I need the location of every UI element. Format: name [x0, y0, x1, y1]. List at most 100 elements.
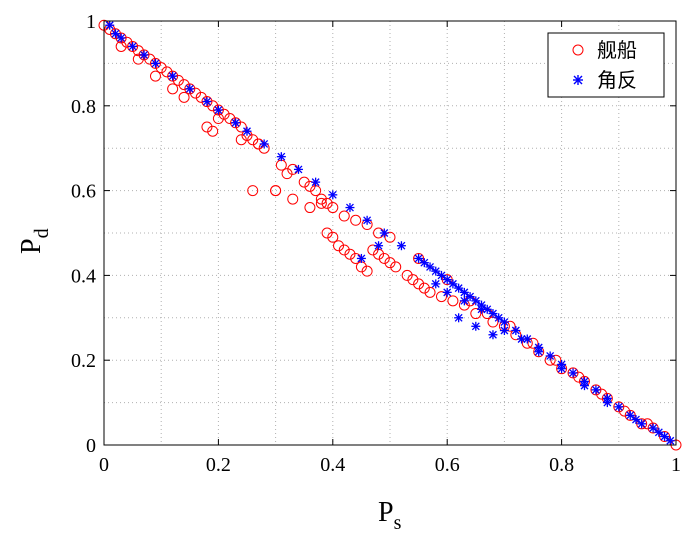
ship-point	[201, 121, 213, 133]
reflector-point	[482, 304, 492, 314]
reflector-point	[488, 309, 498, 319]
reflector-point	[471, 296, 481, 306]
legend-label-ship: 舰船	[597, 38, 637, 62]
ship-point	[338, 244, 350, 256]
ship-point	[304, 202, 316, 214]
ship-point	[573, 371, 585, 383]
ship-point	[132, 45, 144, 57]
reflector-point	[414, 253, 424, 263]
ship-point	[613, 401, 625, 413]
reflector-point	[499, 317, 509, 327]
ship-point	[144, 53, 156, 65]
reflector-point	[431, 266, 441, 276]
ship-point	[384, 257, 396, 269]
ship-point	[138, 49, 150, 61]
axis-ticks: 0 0.2 0.4 0.6 0.8 1 0 0.2 0.4 0.6 0.8 1	[71, 11, 681, 476]
ship-point	[447, 295, 459, 307]
ship-point	[418, 282, 430, 294]
reflector-point	[522, 334, 532, 344]
reflector-point	[150, 58, 160, 68]
ship-point	[178, 79, 190, 91]
reflector-point	[396, 241, 406, 251]
x-tick-label: 0.6	[435, 454, 460, 476]
ship-point	[201, 96, 213, 108]
reflector-point	[602, 398, 612, 408]
x-tick-label: 0	[99, 454, 109, 476]
ship-point	[659, 431, 671, 443]
ship-point	[121, 36, 133, 48]
reflector-point	[362, 215, 372, 225]
reflector-point	[557, 364, 567, 374]
reflector-point	[242, 126, 252, 136]
ship-point	[527, 337, 539, 349]
ship-point	[195, 91, 207, 103]
ship-point	[361, 265, 373, 277]
ship-point	[470, 308, 482, 320]
ship-point	[401, 269, 413, 281]
ship-point	[413, 278, 425, 290]
reflector-point	[454, 283, 464, 293]
ship-point	[338, 210, 350, 222]
ship-point	[304, 180, 316, 192]
reflector-point	[471, 321, 481, 331]
reflector-point	[499, 326, 509, 336]
ship-point	[230, 117, 242, 129]
legend-marker-ship	[572, 44, 584, 56]
ship-point	[132, 53, 144, 65]
ship-point	[378, 252, 390, 264]
reflector-point	[431, 279, 441, 289]
ship-point	[155, 62, 167, 74]
reflector-point	[185, 84, 195, 94]
ship-point	[212, 104, 224, 116]
x-tick-label: 1	[671, 454, 681, 476]
ship-point	[109, 28, 121, 40]
ship-point	[167, 83, 179, 95]
reflector-point	[631, 415, 641, 425]
x-tick-label: 0.4	[320, 454, 345, 476]
reflector-point	[419, 258, 429, 268]
y-axis-label-group: Pd	[16, 228, 53, 254]
ship-point	[384, 231, 396, 243]
reflector-point	[459, 287, 469, 297]
legend-box	[547, 32, 665, 98]
ship-point	[149, 70, 161, 82]
reflector-point	[625, 410, 635, 420]
ship-point	[184, 83, 196, 95]
ship-point	[407, 274, 419, 286]
reflector-point	[276, 152, 286, 162]
reflector-point	[648, 423, 658, 433]
ship-point	[624, 409, 636, 421]
ship-point	[172, 74, 184, 86]
reflector-point	[213, 105, 223, 115]
ship-point	[413, 252, 425, 264]
x-tick-label: 0.8	[549, 454, 574, 476]
y-axis-label-sub: d	[31, 228, 53, 238]
reflector-point	[379, 228, 389, 238]
ship-point	[344, 248, 356, 260]
ship-point	[161, 66, 173, 78]
ship-point	[321, 197, 333, 209]
reflector-point	[374, 241, 384, 251]
reflector-point	[477, 304, 487, 314]
ship-point	[224, 113, 236, 125]
y-tick-label: 0.2	[71, 350, 96, 372]
data-points	[98, 19, 682, 451]
ship-point	[619, 405, 631, 417]
reflector-point	[454, 313, 464, 323]
ship-point	[321, 227, 333, 239]
reflector-point	[459, 296, 469, 306]
ship-point	[567, 367, 579, 379]
ship-point	[350, 214, 362, 226]
reflector-point	[345, 203, 355, 213]
reflector-point	[128, 41, 138, 51]
ship-point	[647, 422, 659, 434]
ship-point	[550, 354, 562, 366]
x-tick-label: 0.2	[206, 454, 231, 476]
ship-point	[298, 176, 310, 188]
ship-point	[327, 231, 339, 243]
reflector-point	[545, 351, 555, 361]
reflector-point	[511, 326, 521, 336]
ship-point	[327, 202, 339, 214]
ship-point	[149, 57, 161, 69]
